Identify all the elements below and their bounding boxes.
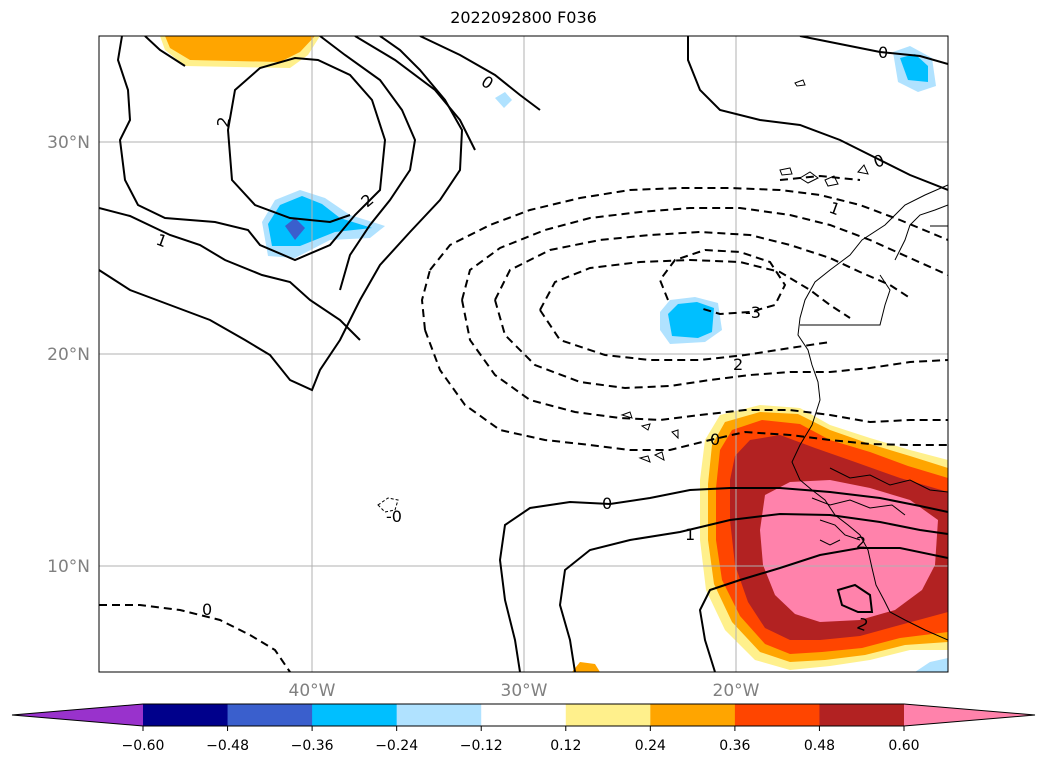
colorbar-tick-label: −0.36	[291, 738, 334, 754]
coastline	[377, 79, 948, 641]
colorbar-tick-label: −0.60	[122, 738, 165, 754]
colorbar-tick-label: 0.60	[888, 738, 919, 754]
contour-label: 0	[878, 43, 888, 62]
colorbar-segment	[819, 704, 905, 726]
colorbar-tick-label: 0.24	[635, 738, 666, 754]
lon-label-40w: 40°W	[289, 681, 336, 701]
contour-label: 0	[710, 430, 720, 449]
contour-label: 1	[827, 198, 843, 219]
lat-label-20n: 20°N	[47, 345, 90, 365]
shading-positive-top	[160, 36, 320, 68]
colorbar-tick-label: −0.12	[460, 738, 503, 754]
contour-label: -0	[386, 507, 402, 526]
colorbar-tick-label: −0.48	[206, 738, 249, 754]
contour-label: 2	[733, 355, 743, 374]
shading-positive-main	[700, 405, 948, 670]
map-title: 2022092800 F036	[450, 8, 597, 27]
lat-label-30n: 30°N	[47, 133, 90, 153]
map-area: 0 2 2 1 0 0 1 -3 2 0 0 1 2 2 -0 0	[99, 36, 948, 672]
graticule	[99, 36, 948, 672]
colorbar-segment	[143, 704, 229, 726]
colorbar-tick-label: 0.12	[550, 738, 581, 754]
contour-label: 2	[357, 190, 377, 211]
colorbar-segment	[565, 704, 651, 726]
contour-label: 1	[685, 525, 695, 544]
lat-label-10n: 10°N	[47, 557, 90, 577]
colorbar-segment	[734, 704, 820, 726]
contour-label: 2	[213, 115, 233, 128]
contour-label: 0	[478, 72, 497, 93]
shading-positive-bottom	[572, 658, 948, 672]
colorbar-segment	[650, 704, 736, 726]
colorbar-extend-high	[904, 704, 1035, 726]
solid-contours	[99, 36, 948, 672]
colorbar-tick-label: −0.24	[375, 738, 418, 754]
colorbar-extend-low	[12, 704, 143, 726]
colorbar-tick-label: 0.36	[719, 738, 750, 754]
colorbar-segment	[481, 704, 567, 726]
colorbar-segment	[227, 704, 313, 726]
shading-negative-ne	[495, 46, 936, 108]
colorbar-segment	[312, 704, 398, 726]
colorbar-tick-label: 0.48	[804, 738, 835, 754]
lon-label-30w: 30°W	[501, 681, 548, 701]
colorbar-segment	[396, 704, 482, 726]
contour-label: 1	[154, 230, 170, 251]
contour-label: 0	[602, 494, 612, 513]
lon-label-20w: 20°W	[713, 681, 760, 701]
shading-negative-22n	[660, 297, 722, 344]
colorbar: −0.60 −0.48 −0.36 −0.24 −0.12 0.12 0.24 0.36 0.4…	[11, 703, 1036, 754]
dashed-contours	[99, 174, 948, 672]
contour-label: 2	[856, 533, 866, 552]
lon-labels: 40°W 30°W 20°W	[289, 681, 760, 701]
contour-label: 0	[202, 600, 212, 619]
map-frame	[98, 35, 949, 673]
lat-labels: 30°N 20°N 10°N	[47, 133, 90, 577]
contour-label: 0	[871, 150, 887, 171]
contour-label: -3	[745, 303, 761, 322]
